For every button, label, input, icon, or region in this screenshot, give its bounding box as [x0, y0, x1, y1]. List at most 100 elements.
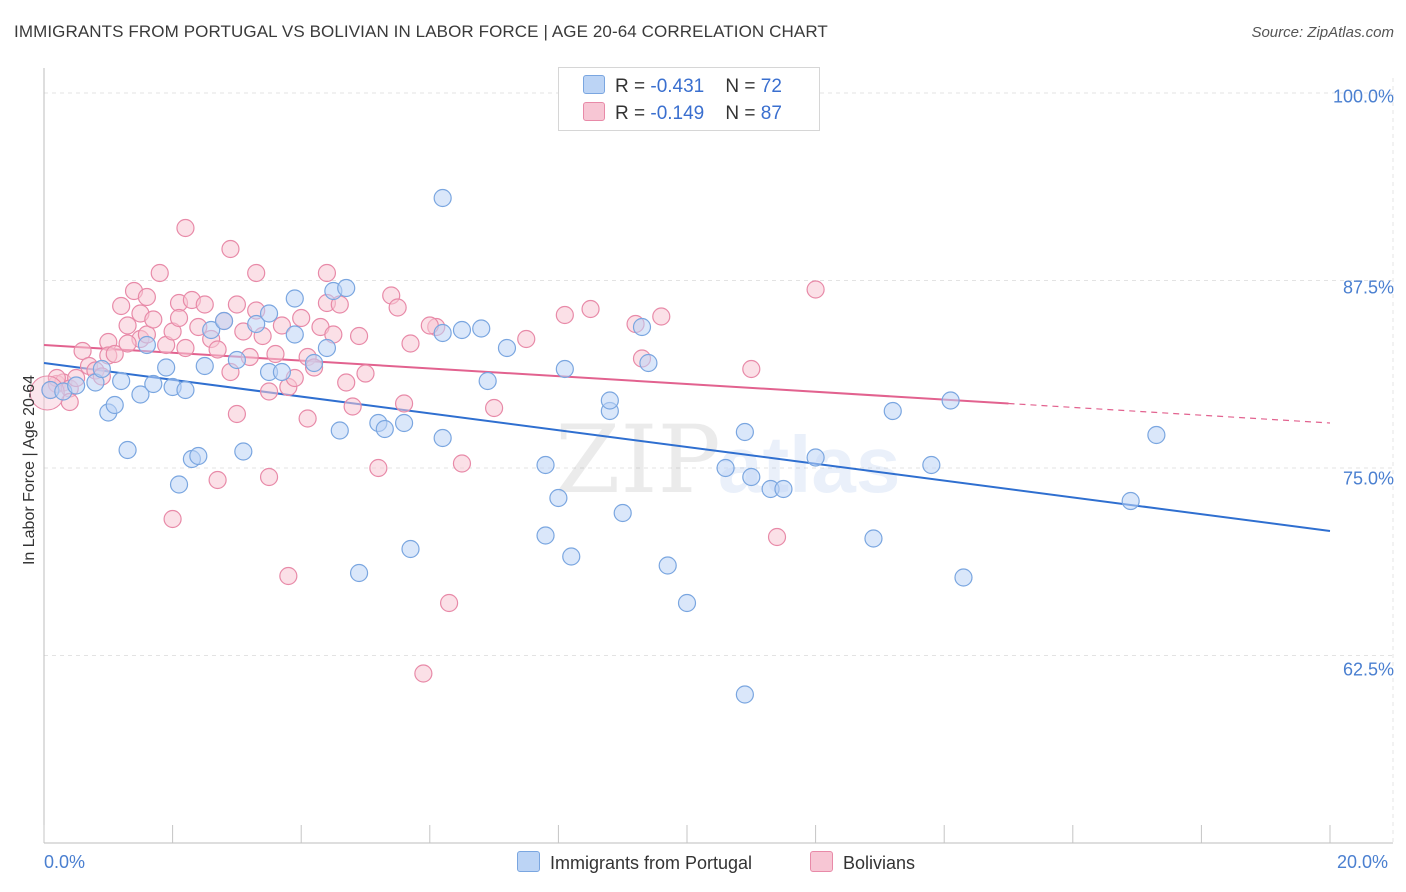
portugal-point-14: [169, 475, 189, 494]
portugal-point-42: [497, 338, 517, 358]
bolivians-point-70: [163, 509, 182, 529]
portugal-point-50: [632, 317, 652, 337]
bolivians-point-71: [208, 470, 227, 490]
bolivians-point-72: [279, 566, 298, 586]
portugal-point-25: [285, 325, 304, 344]
y-tick-75: 75.0%: [1342, 468, 1394, 489]
bolivians-point-81: [137, 287, 156, 307]
bolivians-trend-extension: [1008, 402, 1331, 424]
legend-label-portugal: Immigrants from Portugal: [550, 853, 753, 873]
bolivians-point-54: [388, 298, 407, 317]
x-tick-max: 20.0%: [1337, 852, 1389, 872]
stats-legend-box: R = -0.431 N = 72 R = -0.149 N = 87: [558, 67, 820, 131]
portugal-point-26: [285, 289, 304, 308]
portugal-trend-line: [43, 362, 1331, 532]
portugal-point-43: [536, 526, 555, 545]
bolivians-point-77: [118, 334, 137, 353]
portugal-point-44: [536, 455, 555, 475]
portugal-point-27: [304, 353, 324, 373]
bolivians-point-5: [73, 341, 92, 361]
n-label: N =: [725, 103, 761, 124]
portugal-point-51: [639, 353, 658, 373]
portugal-point-31: [337, 278, 356, 298]
r-label: R =: [615, 76, 651, 97]
bolivians-point-48: [337, 373, 356, 392]
portugal-point-37: [433, 323, 452, 343]
portugal-point-20: [234, 442, 253, 461]
portugal-point-39: [452, 320, 472, 340]
bolivians-point-13: [118, 316, 137, 335]
r-label: R =: [615, 103, 651, 124]
portugal-point-68: [227, 350, 246, 370]
bolivians-point-18: [144, 310, 163, 329]
portugal-point-7: [112, 371, 131, 391]
bolivians-point-23: [176, 338, 195, 358]
bolivians-point-74: [247, 263, 266, 283]
r-value: -0.149: [650, 103, 705, 124]
portugal-point-41: [478, 371, 497, 391]
portugal-point-49: [600, 391, 619, 410]
portugal-point-62: [941, 391, 960, 410]
legend-item-bolivians[interactable]: Bolivians: [810, 851, 915, 877]
portugal-point-6: [105, 395, 124, 415]
bolivians-trend-line: [43, 344, 1009, 405]
portugal-point-40: [472, 319, 491, 338]
bolivians-swatch: [583, 102, 605, 121]
source-credit: Source: ZipAtlas.com: [1251, 24, 1394, 41]
portugal-point-64: [1121, 491, 1140, 511]
portugal-point-17: [195, 356, 214, 376]
legend-label-bolivians: Bolivians: [843, 853, 916, 873]
portugal-point-18: [202, 320, 221, 340]
portugal-point-53: [677, 593, 697, 613]
bolivians-point-84: [394, 394, 414, 413]
n-value: 72: [760, 76, 782, 97]
bolivians-point-30: [221, 239, 240, 259]
watermark-zip: ZIP: [555, 406, 721, 515]
bolivians-point-67: [742, 359, 761, 379]
stats-row-portugal: R = -0.431 N = 72: [583, 75, 782, 99]
bolivians-point-19: [150, 263, 169, 283]
portugal-point-11: [144, 374, 163, 394]
portugal-points: [41, 188, 1166, 704]
legend-item-portugal[interactable]: Immigrants from Portugal: [517, 851, 752, 877]
bolivians-point-49: [343, 397, 362, 416]
bolivians-point-12: [112, 296, 131, 316]
bolivians-point-62: [555, 305, 574, 325]
legend-swatch-bolivians: [810, 851, 833, 872]
bolivians-point-59: [452, 454, 472, 473]
bolivians-point-66: [652, 307, 671, 326]
legend-swatch-portugal: [517, 851, 540, 872]
bolivians-point-36: [259, 382, 279, 401]
bolivians-point-69: [806, 280, 825, 299]
bolivians-point-51: [356, 364, 375, 383]
portugal-point-32: [349, 563, 369, 583]
portugal-point-54: [716, 458, 735, 478]
bolivians-point-52: [369, 458, 388, 478]
bolivians-point-55: [401, 334, 420, 353]
portugal-point-2: [67, 376, 86, 395]
bolivians-point-60: [485, 398, 504, 418]
n-value: 87: [760, 103, 782, 124]
bolivians-point-76: [317, 263, 337, 283]
portugal-point-45: [549, 488, 568, 508]
portugal-point-10: [137, 335, 156, 355]
bolivians-point-31: [227, 295, 246, 314]
bolivians-point-11: [105, 344, 124, 364]
bolivians-point-85: [227, 404, 246, 424]
y-tick-87-5: 87.5%: [1342, 277, 1394, 298]
portugal-point-69: [189, 446, 208, 466]
n-label: N =: [725, 76, 761, 97]
watermark: ZIP atlas: [555, 406, 900, 515]
portugal-point-12: [157, 358, 176, 377]
bolivians-point-61: [517, 329, 536, 349]
portugal-point-59: [806, 448, 825, 467]
y-tick-62-5: 62.5%: [1342, 659, 1394, 680]
chart-title: IMMIGRANTS FROM PORTUGAL VS BOLIVIAN IN …: [14, 22, 828, 41]
portugal-point-8: [118, 440, 137, 460]
portugal-swatch: [583, 75, 605, 94]
portugal-point-55: [735, 422, 754, 442]
x-tick-min: 0.0%: [44, 852, 86, 872]
portugal-point-35: [401, 539, 420, 559]
r-value: -0.431: [650, 76, 705, 97]
